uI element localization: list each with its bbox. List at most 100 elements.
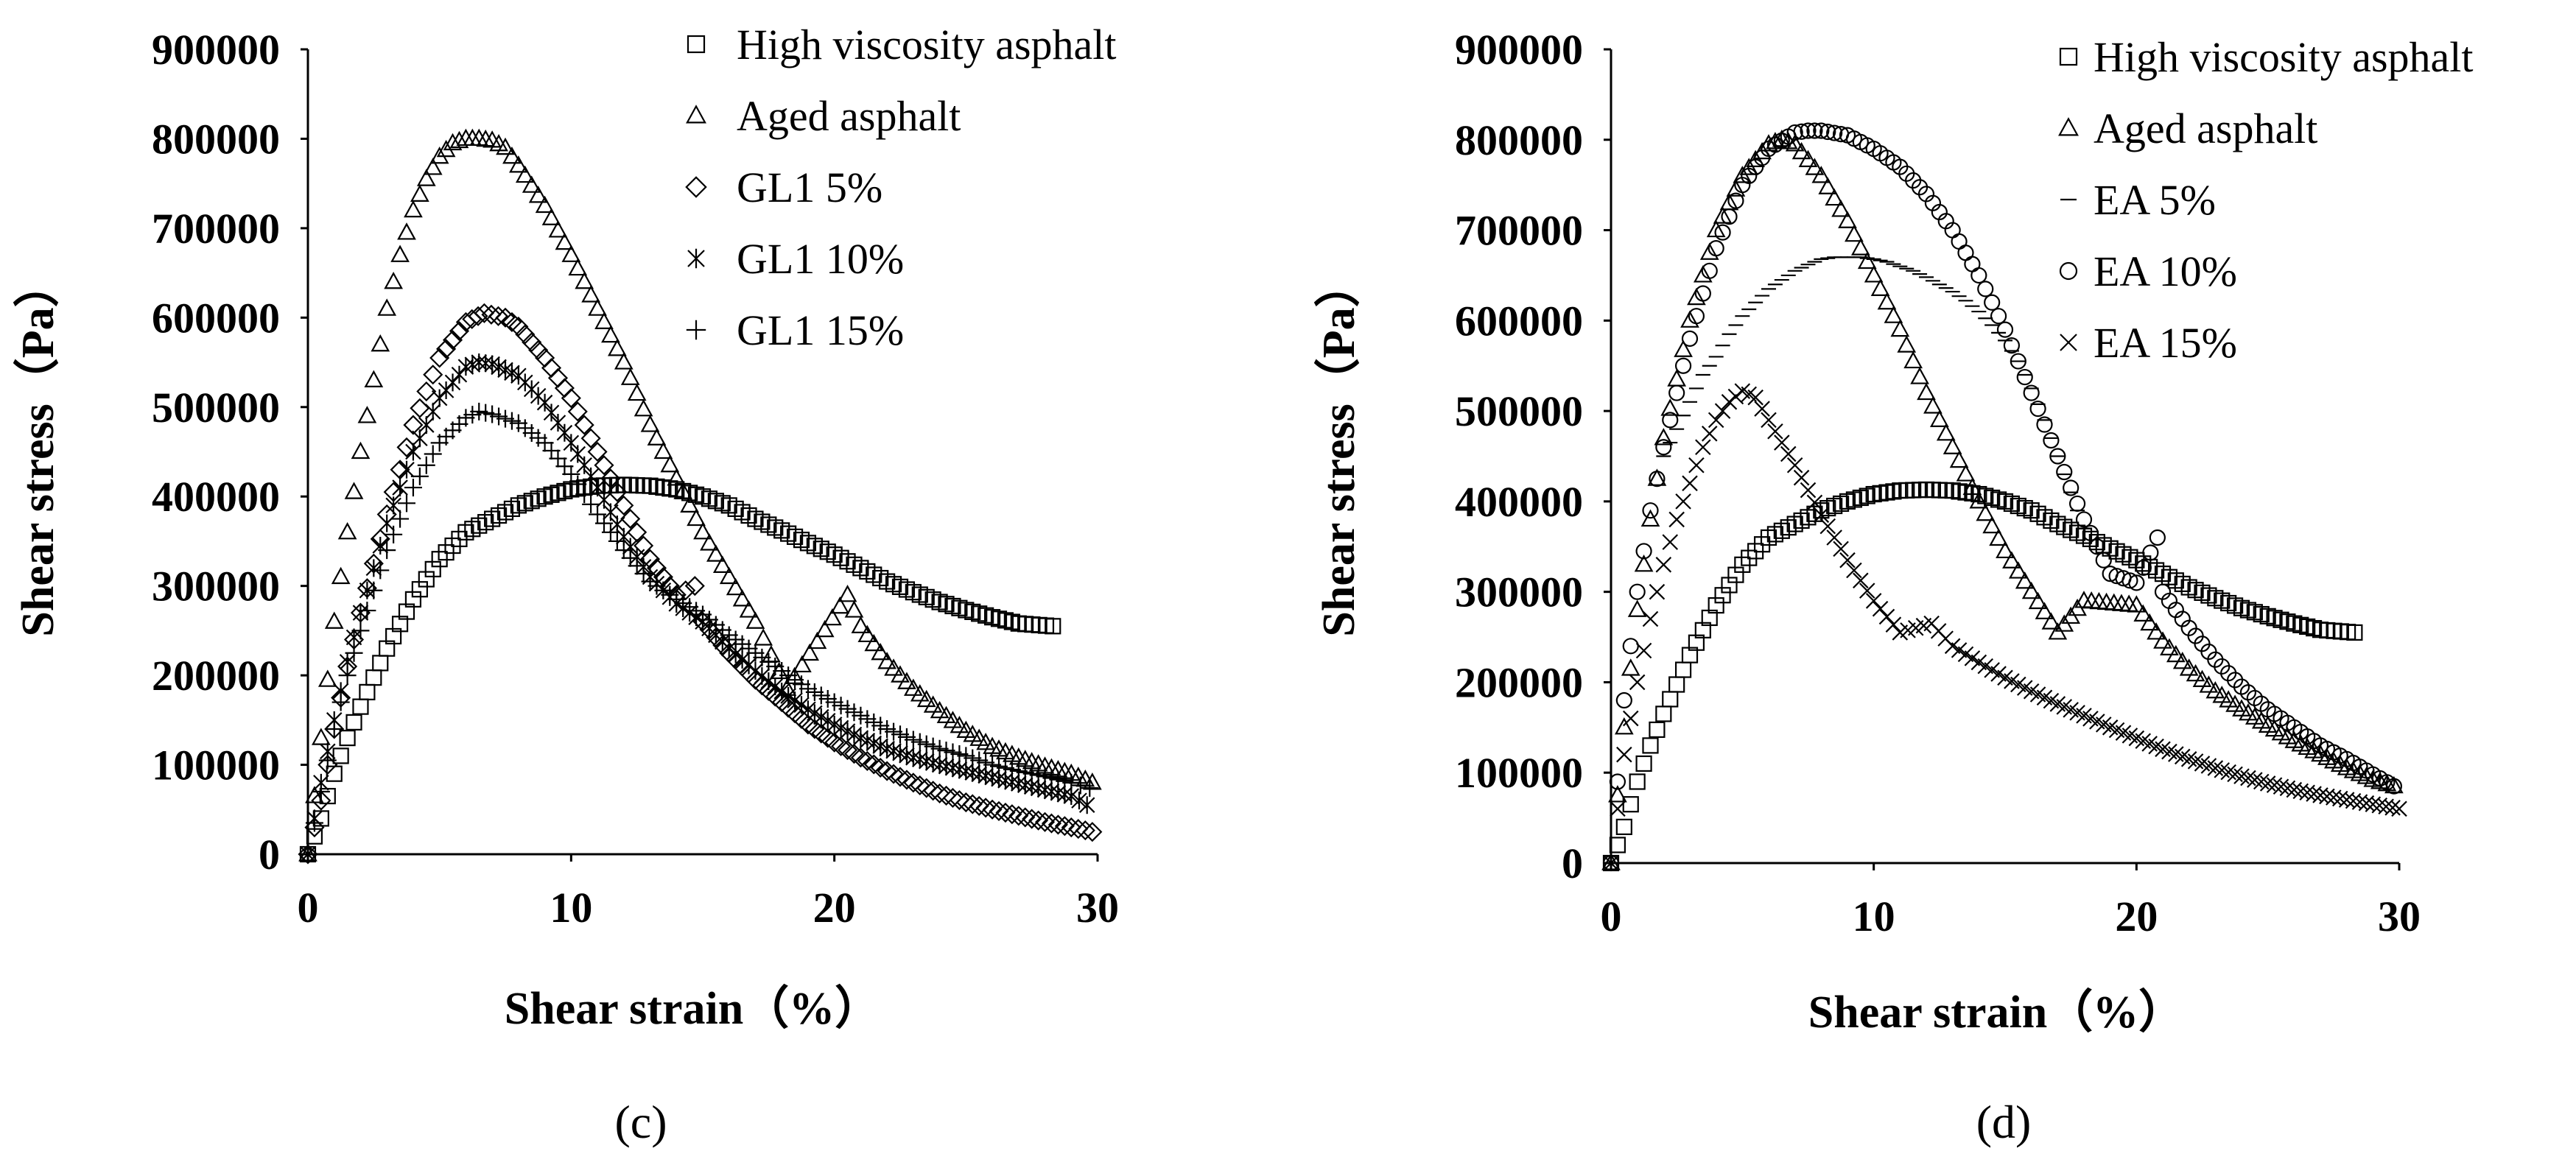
legend-label: GL1 15% bbox=[737, 306, 904, 354]
data-point bbox=[1629, 674, 1646, 691]
data-point bbox=[1615, 691, 1632, 709]
data-point bbox=[562, 465, 580, 483]
data-point bbox=[600, 468, 621, 489]
data-point bbox=[2002, 551, 2021, 569]
data-point bbox=[580, 428, 601, 448]
data-point bbox=[660, 454, 680, 473]
data-point bbox=[2133, 604, 2153, 622]
data-point bbox=[1068, 819, 1089, 840]
data-point bbox=[1838, 211, 1857, 228]
data-point bbox=[444, 373, 461, 392]
data-point bbox=[588, 298, 607, 316]
data-point bbox=[1949, 450, 1969, 468]
data-point bbox=[2319, 788, 2335, 805]
data-point bbox=[1674, 661, 1692, 678]
data-point bbox=[1642, 737, 1659, 754]
data-point bbox=[554, 378, 575, 398]
data-point bbox=[508, 316, 529, 337]
data-point bbox=[1655, 439, 1672, 456]
data-point bbox=[608, 532, 626, 550]
data-point bbox=[747, 662, 764, 680]
data-point bbox=[469, 128, 489, 147]
data-point bbox=[1726, 179, 1746, 197]
data-point bbox=[1942, 437, 1962, 454]
data-point bbox=[2199, 675, 2219, 693]
data-point bbox=[351, 622, 370, 640]
data-point bbox=[377, 298, 397, 316]
data-point bbox=[1996, 541, 2015, 559]
data-point bbox=[793, 696, 810, 714]
data-point bbox=[385, 525, 403, 543]
data-point bbox=[372, 655, 389, 672]
data-point bbox=[620, 367, 640, 385]
data-point bbox=[2128, 574, 2145, 591]
data-point bbox=[1621, 658, 1640, 676]
legend-marker bbox=[686, 105, 706, 124]
data-point bbox=[1831, 200, 1850, 217]
y-tick-label: 900000 bbox=[1455, 26, 1583, 74]
data-point bbox=[2345, 792, 2362, 809]
data-point bbox=[857, 624, 877, 643]
data-point bbox=[1819, 518, 1836, 535]
data-point bbox=[1727, 192, 1744, 209]
data-point bbox=[326, 765, 343, 782]
data-point bbox=[667, 468, 687, 486]
data-point bbox=[515, 324, 536, 345]
data-point bbox=[1609, 837, 1626, 853]
data-point bbox=[614, 352, 634, 370]
data-point bbox=[620, 509, 641, 529]
data-point bbox=[871, 642, 891, 661]
data-point bbox=[2135, 559, 2152, 577]
data-point bbox=[1970, 267, 1987, 284]
x-tick-label: 10 bbox=[550, 884, 592, 932]
data-point bbox=[883, 764, 904, 784]
data-point bbox=[410, 398, 430, 418]
legend-marker bbox=[687, 35, 706, 54]
data-point bbox=[712, 555, 732, 573]
data-point bbox=[431, 389, 448, 407]
data-point bbox=[312, 782, 330, 800]
data-point bbox=[2035, 602, 2054, 619]
data-point bbox=[2240, 770, 2256, 786]
data-point bbox=[830, 596, 850, 614]
data-point bbox=[567, 401, 588, 422]
data-point bbox=[541, 208, 561, 225]
data-point bbox=[1610, 800, 1626, 817]
data-point bbox=[1929, 409, 1949, 427]
data-point bbox=[1996, 321, 2014, 338]
data-point bbox=[2371, 797, 2388, 814]
data-point bbox=[1662, 412, 1679, 429]
data-point bbox=[1649, 583, 1666, 600]
data-point bbox=[550, 414, 566, 432]
data-point bbox=[673, 482, 693, 499]
data-point bbox=[863, 754, 884, 775]
data-point bbox=[1680, 310, 1699, 328]
data-point bbox=[1800, 482, 1817, 499]
data-point bbox=[962, 794, 983, 814]
data-point bbox=[2166, 644, 2186, 663]
data-point bbox=[1984, 294, 2001, 311]
data-point bbox=[1668, 676, 1685, 693]
data-point bbox=[732, 589, 752, 607]
data-point bbox=[449, 130, 469, 149]
y-tick-label: 300000 bbox=[1455, 569, 1583, 616]
legend-marker bbox=[2058, 117, 2079, 136]
data-point bbox=[1990, 308, 2007, 325]
data-point bbox=[1071, 792, 1087, 810]
data-point bbox=[399, 460, 415, 479]
data-point bbox=[1061, 817, 1081, 838]
data-point bbox=[582, 495, 600, 513]
data-point bbox=[569, 475, 587, 493]
chart-panel-d: 0 100000 200000 300000 400000 500000 600000 700… bbox=[1313, 26, 2474, 1148]
y-tick-label: 200000 bbox=[152, 652, 280, 700]
data-point bbox=[2010, 353, 2026, 370]
data-point bbox=[397, 222, 416, 240]
data-point bbox=[1780, 446, 1797, 462]
data-point bbox=[2378, 798, 2394, 815]
data-point bbox=[1687, 287, 1706, 306]
data-point bbox=[345, 628, 362, 647]
data-point bbox=[2142, 544, 2159, 561]
data-point bbox=[2212, 686, 2232, 703]
data-point bbox=[1923, 396, 1942, 414]
data-point bbox=[556, 423, 573, 442]
